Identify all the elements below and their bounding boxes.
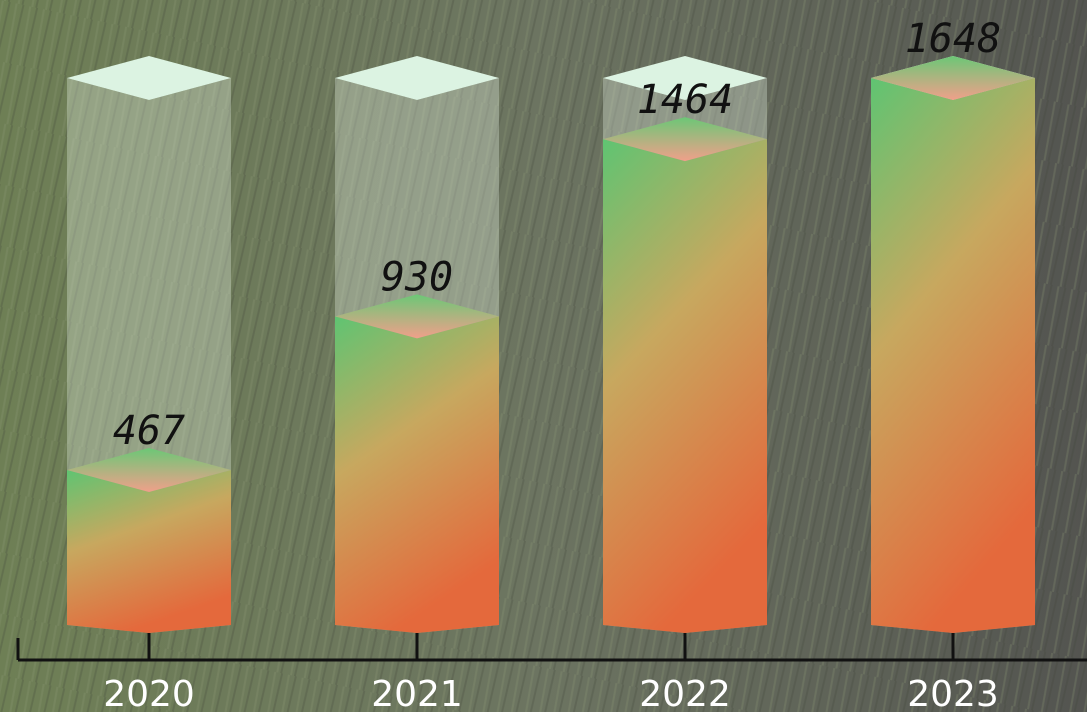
bar-cap (335, 294, 499, 339)
value-label: 1464 (637, 77, 733, 123)
value-label: 467 (113, 408, 185, 454)
x-tick-label: 2022 (639, 674, 731, 712)
bar (603, 139, 767, 633)
bar-ghost-cap (603, 56, 767, 100)
x-tick-label: 2020 (103, 674, 195, 712)
x-tick-label: 2023 (907, 674, 999, 712)
value-label: 1648 (905, 16, 1001, 62)
bar (871, 78, 1035, 633)
bar-cap (67, 447, 231, 492)
bar (67, 469, 231, 633)
bar-cap (603, 117, 767, 162)
x-tick-label: 2021 (371, 674, 463, 712)
bar-cap (871, 56, 1035, 100)
bar-ghost-cap (67, 56, 231, 100)
bar (335, 316, 499, 633)
value-label: 930 (381, 254, 453, 300)
bar-ghost-cap (335, 56, 499, 100)
